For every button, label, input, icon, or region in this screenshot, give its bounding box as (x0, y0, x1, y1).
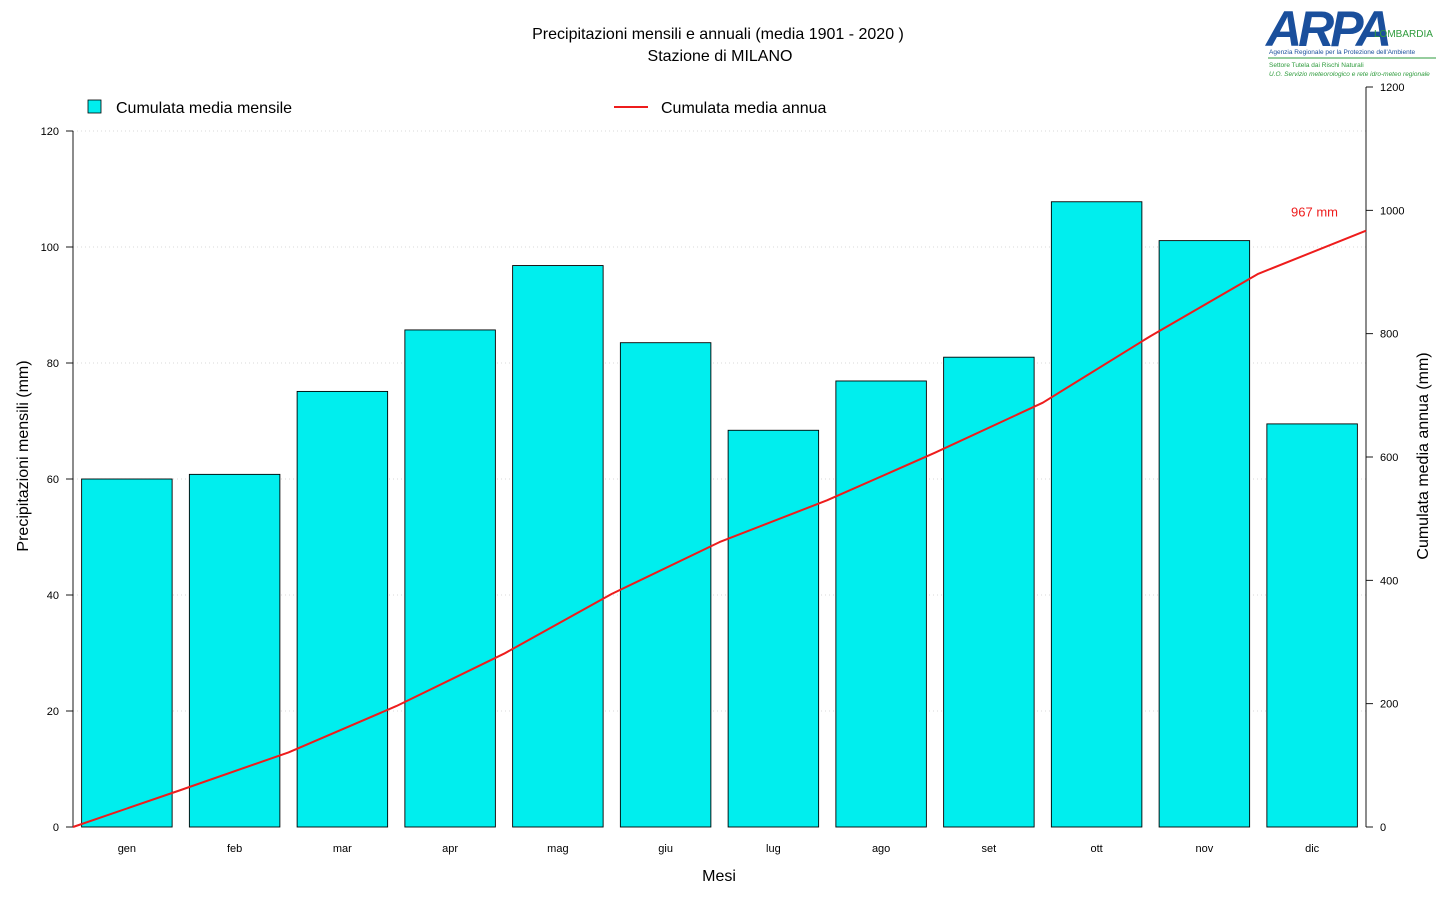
y-tick-label: 100 (41, 242, 59, 254)
arpa-logo: ARPA LOMBARDIA Agenzia Regionale per la … (1264, 1, 1436, 78)
bar-lug (727, 429, 820, 828)
y2-tick-label: 800 (1380, 329, 1398, 341)
y-tick-label: 80 (47, 358, 59, 370)
bar-ago (835, 380, 927, 828)
annual-total-annotation: 967 mm (1291, 205, 1338, 220)
x-tick-label: apr (442, 843, 458, 855)
x-tick-label: lug (766, 843, 781, 855)
bar-gen (81, 478, 173, 828)
y2-tick-label: 1200 (1380, 82, 1404, 94)
y2-tick-label: 0 (1380, 822, 1386, 834)
bar-giu (619, 342, 712, 828)
y2-tick-label: 1000 (1380, 205, 1404, 217)
bar-mar (296, 390, 389, 828)
x-tick-label: giu (658, 843, 673, 855)
cumulative-line (72, 229, 1367, 828)
y2-tick-label: 400 (1380, 575, 1398, 587)
x-tick-label: gen (118, 843, 136, 855)
line-series: 967 mm (72, 205, 1367, 828)
y-tick-label: 120 (41, 126, 59, 138)
bar-series (81, 201, 1358, 828)
y2-tick-label: 600 (1380, 452, 1398, 464)
logo-wordmark: ARPA (1264, 1, 1389, 57)
x-axis-title: Mesi (702, 868, 736, 885)
y2-tick-label: 200 (1380, 699, 1398, 711)
logo-suffix: LOMBARDIA (1374, 29, 1433, 40)
y2-axis-title: Cumulata media annua (mm) (1415, 352, 1432, 559)
y-tick-label: 0 (53, 822, 59, 834)
bar-ott (1050, 201, 1143, 828)
logo-agency: Agenzia Regionale per la Protezione dell… (1269, 49, 1416, 56)
x-tick-label: ago (872, 843, 890, 855)
y-tick-label: 60 (47, 474, 59, 486)
x-tick-label: nov (1196, 843, 1214, 855)
bar-nov (1158, 240, 1251, 828)
x-tick-label: feb (227, 843, 242, 855)
x-tick-label: mar (333, 843, 352, 855)
x-tick-label: dic (1305, 843, 1320, 855)
x-tick-label: set (982, 843, 997, 855)
chart-subtitle: Stazione di MILANO (648, 48, 793, 65)
bar-set (943, 356, 1035, 828)
bar-dic (1266, 423, 1358, 828)
y-tick-label: 40 (47, 590, 59, 602)
legend-swatch-bar (87, 99, 102, 114)
y-axis-title: Precipitazioni mensili (mm) (15, 360, 32, 551)
bar-mag (512, 265, 604, 828)
legend-label-line: Cumulata media annua (661, 100, 827, 117)
logo-unit: U.O. Servizio meteorologico e rete idro-… (1269, 71, 1430, 78)
bar-feb (188, 473, 281, 828)
legend: Cumulata media mensile Cumulata media an… (87, 99, 827, 117)
y-tick-label: 20 (47, 706, 59, 718)
chart-title: Precipitazioni mensili e annuali (media … (532, 26, 904, 43)
logo-sector: Settore Tutela dai Rischi Naturali (1269, 62, 1364, 69)
x-tick-label: ott (1091, 843, 1103, 855)
bar-apr (404, 329, 496, 828)
legend-label-bar: Cumulata media mensile (116, 100, 292, 117)
x-tick-label: mag (547, 843, 568, 855)
